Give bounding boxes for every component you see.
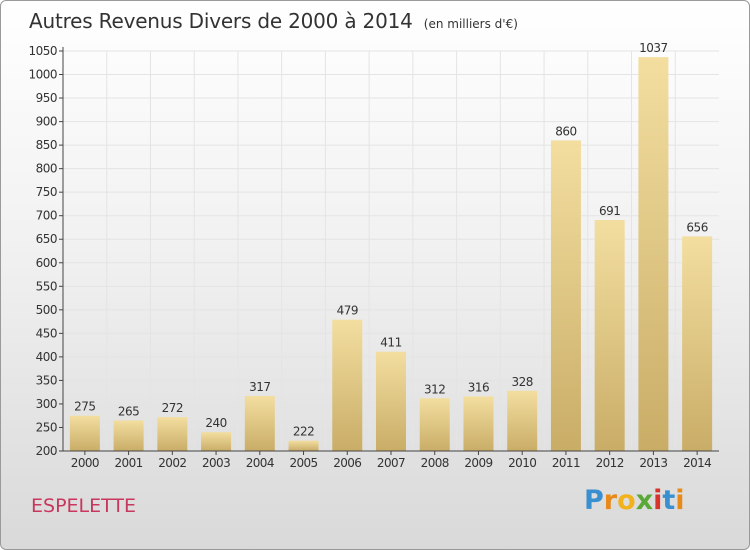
y-tick-label: 800 bbox=[36, 162, 57, 176]
bar bbox=[201, 432, 232, 451]
x-tick-label: 2003 bbox=[202, 456, 230, 470]
x-tick-label: 2012 bbox=[596, 456, 624, 470]
data-label: 479 bbox=[337, 304, 358, 318]
y-tick-label: 250 bbox=[36, 420, 57, 434]
y-tick-label: 550 bbox=[36, 279, 57, 293]
bar bbox=[332, 319, 363, 451]
data-label: 222 bbox=[293, 425, 314, 439]
y-tick-label: 1050 bbox=[28, 44, 57, 58]
y-tick-label: 450 bbox=[36, 326, 57, 340]
logo-letter: i bbox=[675, 485, 685, 516]
title-block: Autres Revenus Divers de 2000 à 2014 (en… bbox=[29, 9, 518, 33]
data-label: 860 bbox=[555, 124, 576, 138]
data-label: 240 bbox=[205, 416, 226, 430]
y-tick-label: 600 bbox=[36, 256, 57, 270]
x-tick-label: 2004 bbox=[246, 456, 274, 470]
bar bbox=[682, 236, 713, 451]
location-label: ESPELETTE bbox=[31, 495, 137, 517]
x-tick-label: 2006 bbox=[333, 456, 361, 470]
x-tick-label: 2010 bbox=[508, 456, 536, 470]
y-tick-label: 400 bbox=[36, 350, 57, 364]
labels: 275 265 272 240 317 222 479 411 312 316 328 860 691 1… bbox=[74, 41, 708, 439]
x-tick-label: 2002 bbox=[158, 456, 186, 470]
y-tick-label: 350 bbox=[36, 373, 57, 387]
data-label: 316 bbox=[468, 380, 489, 394]
bar bbox=[463, 396, 494, 451]
y-tick-label: 950 bbox=[36, 91, 57, 105]
bar bbox=[69, 415, 100, 451]
chart-title: Autres Revenus Divers de 2000 à 2014 bbox=[29, 9, 413, 33]
chart-subtitle: (en milliers d'€) bbox=[423, 17, 518, 31]
bar bbox=[113, 420, 144, 451]
data-label: 328 bbox=[511, 375, 532, 389]
logo-letter: P bbox=[584, 485, 604, 516]
x-tick-label: 2005 bbox=[289, 456, 317, 470]
x-tick-label: 2007 bbox=[377, 456, 405, 470]
data-label: 312 bbox=[424, 382, 445, 396]
axes: 200 250 300 350 400 450 500 550 600 650 700 750 800 8… bbox=[28, 44, 719, 470]
y-tick-label: 850 bbox=[36, 138, 57, 152]
bar bbox=[244, 395, 275, 451]
bar bbox=[638, 57, 669, 451]
data-label: 317 bbox=[249, 380, 270, 394]
logo-letter: t bbox=[662, 485, 676, 516]
x-tick-label: 2011 bbox=[552, 456, 580, 470]
y-tick-label: 650 bbox=[36, 232, 57, 246]
x-tick-label: 2013 bbox=[639, 456, 667, 470]
bar bbox=[157, 417, 188, 451]
x-tick-label: 2001 bbox=[115, 456, 143, 470]
bar bbox=[550, 140, 581, 452]
x-tick-label: 2000 bbox=[71, 456, 99, 470]
bar bbox=[594, 219, 625, 451]
y-tick-label: 300 bbox=[36, 397, 57, 411]
x-tick-label: 2009 bbox=[464, 456, 492, 470]
logo-letter: i bbox=[653, 485, 663, 516]
y-tick-label: 200 bbox=[36, 444, 57, 458]
bar bbox=[288, 440, 319, 451]
x-tick-label: 2014 bbox=[683, 456, 711, 470]
data-label: 265 bbox=[118, 404, 139, 418]
y-tick-label: 1000 bbox=[28, 68, 57, 82]
y-tick-label: 500 bbox=[36, 303, 57, 317]
data-label: 411 bbox=[380, 336, 401, 350]
x-tick-label: 2008 bbox=[421, 456, 449, 470]
y-tick-label: 750 bbox=[36, 185, 57, 199]
bars bbox=[69, 57, 713, 452]
data-label: 656 bbox=[686, 220, 707, 234]
proxiti-logo: Proxiti bbox=[584, 485, 685, 516]
data-label: 275 bbox=[74, 400, 95, 414]
bar bbox=[376, 351, 406, 451]
logo-letter: x bbox=[635, 485, 654, 516]
logo-letter: r bbox=[603, 485, 618, 516]
bar bbox=[507, 390, 538, 451]
data-label: 1037 bbox=[639, 41, 668, 55]
data-label: 272 bbox=[162, 401, 183, 415]
data-label: 691 bbox=[599, 204, 620, 218]
logo-letter: o bbox=[617, 485, 636, 516]
y-tick-label: 900 bbox=[36, 115, 57, 129]
bar bbox=[419, 398, 450, 451]
y-tick-label: 700 bbox=[36, 209, 57, 223]
